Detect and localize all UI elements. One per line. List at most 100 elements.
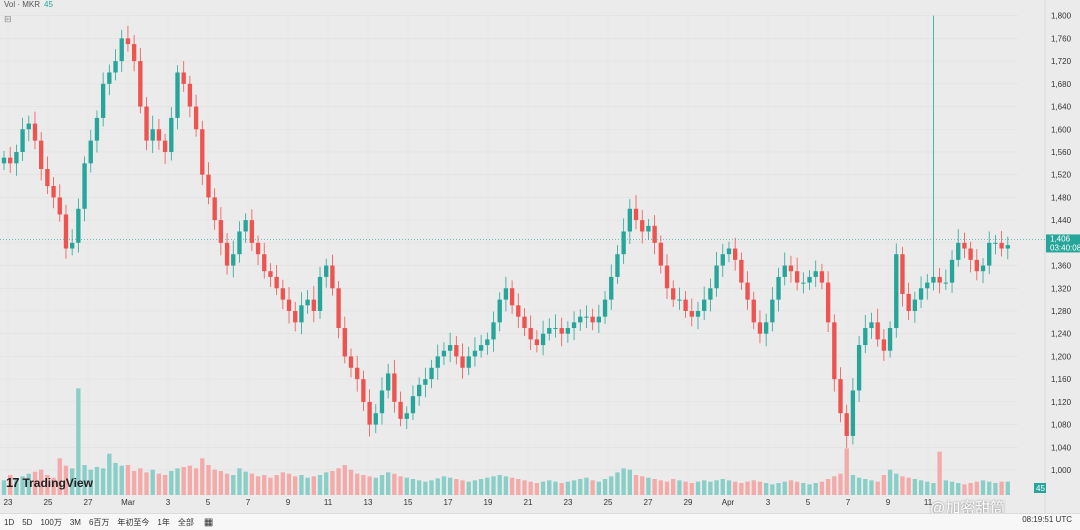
volume-bar	[943, 480, 949, 495]
candle-body	[887, 328, 893, 351]
legend-label: Vol · MKR	[4, 0, 41, 9]
x-tick-label: 21	[524, 498, 533, 507]
volume-bar	[88, 469, 93, 495]
candle-body	[119, 38, 124, 62]
volume-bar	[404, 477, 409, 495]
x-tick-label: Mar	[121, 498, 135, 507]
volume-bar	[807, 484, 812, 495]
candle-body	[342, 328, 347, 357]
x-tick-label: 29	[684, 498, 693, 507]
volume-bar	[894, 473, 899, 495]
volume-bar	[76, 388, 81, 495]
candle-body	[757, 322, 763, 334]
volume-bar	[609, 476, 614, 495]
volume-bar	[850, 475, 856, 495]
volume-bar	[268, 477, 273, 495]
candle-body	[262, 254, 267, 272]
candle-body	[39, 140, 44, 170]
volume-bar	[119, 465, 124, 495]
candle-body	[379, 390, 385, 414]
period-button-6[interactable]: 1年	[157, 517, 170, 527]
candle-body	[776, 276, 781, 300]
x-tick-label: 27	[84, 498, 93, 507]
volume-bar	[584, 477, 589, 495]
y-tick-label: 1,280	[1051, 307, 1072, 316]
y-tick-label: 1,200	[1051, 352, 1072, 361]
candle-body	[416, 384, 422, 397]
candle-body	[875, 322, 880, 340]
candle-body	[57, 197, 62, 215]
candle-body	[751, 299, 756, 323]
candle-body	[20, 129, 25, 152]
volume-bar	[757, 481, 763, 495]
candle-body	[770, 299, 775, 323]
volume-bar	[32, 471, 38, 495]
volume-bar	[900, 476, 905, 495]
x-tick-label: 11	[324, 498, 333, 507]
period-button-5[interactable]: 年初至今	[117, 517, 150, 527]
volume-bar	[875, 481, 880, 495]
candle-body	[1005, 245, 1010, 249]
candle-body	[993, 242, 998, 244]
y-tick-label: 1,480	[1051, 193, 1072, 202]
candle-body	[671, 288, 676, 300]
y-tick-label: 1,080	[1051, 421, 1072, 430]
watermark: @加密甜筒	[930, 500, 1006, 517]
candle-body	[162, 140, 168, 152]
volume-bar	[156, 473, 162, 495]
period-button-2[interactable]: 100万	[40, 517, 62, 527]
x-tick-label: 15	[404, 498, 413, 507]
x-tick-label: 9	[286, 498, 291, 507]
volume-bar	[416, 480, 422, 495]
candle-body	[410, 396, 416, 414]
volume-bar	[317, 475, 323, 495]
volume-bar	[677, 480, 682, 495]
candle-body	[212, 197, 217, 221]
volume-bar	[472, 480, 478, 495]
candle-body	[113, 61, 118, 73]
period-button-7[interactable]: 全部	[177, 517, 194, 527]
candle-body	[534, 339, 540, 346]
candle-body	[553, 328, 558, 330]
volume-bar	[367, 476, 372, 495]
volume-bar	[714, 480, 719, 495]
candle-body	[509, 288, 515, 306]
candle-body	[150, 129, 155, 141]
candle-body	[268, 271, 273, 277]
calendar-icon[interactable]: ▦	[203, 516, 214, 528]
volume-bar	[45, 475, 50, 495]
volume-bar	[324, 472, 329, 495]
candle-body	[825, 282, 831, 323]
x-tick-label: 5	[806, 498, 811, 507]
volume-bar	[801, 483, 806, 495]
candle-body	[627, 208, 632, 232]
volume-bar	[863, 479, 868, 495]
volume-bar	[181, 467, 186, 495]
volume-bar	[974, 481, 979, 495]
volume-bar	[819, 481, 825, 495]
volume-bar	[311, 476, 316, 495]
x-tick-label: 9	[886, 498, 891, 507]
period-button-1[interactable]: 5D	[22, 517, 33, 527]
candle-body	[522, 316, 527, 329]
volume-bar	[26, 473, 31, 495]
period-button-3[interactable]: 3M	[69, 517, 81, 527]
period-button-0[interactable]: 1D	[4, 517, 15, 527]
volume-bar	[918, 480, 924, 495]
volume-bar	[175, 468, 180, 495]
volume-tag	[1034, 483, 1046, 493]
candle-body	[299, 305, 304, 323]
candle-body	[187, 83, 193, 107]
period-button-4[interactable]: 6百万	[88, 517, 110, 527]
volume-bar	[249, 473, 255, 495]
candle-body	[956, 242, 961, 260]
candle-body	[26, 123, 31, 130]
candle-body	[206, 174, 211, 198]
volume-bar	[330, 471, 335, 495]
volume-bar	[14, 478, 19, 495]
candle-body	[664, 265, 670, 289]
y-tick-label: 1,160	[1051, 375, 1072, 384]
candle-body	[906, 293, 911, 311]
volume-bar	[447, 477, 453, 495]
